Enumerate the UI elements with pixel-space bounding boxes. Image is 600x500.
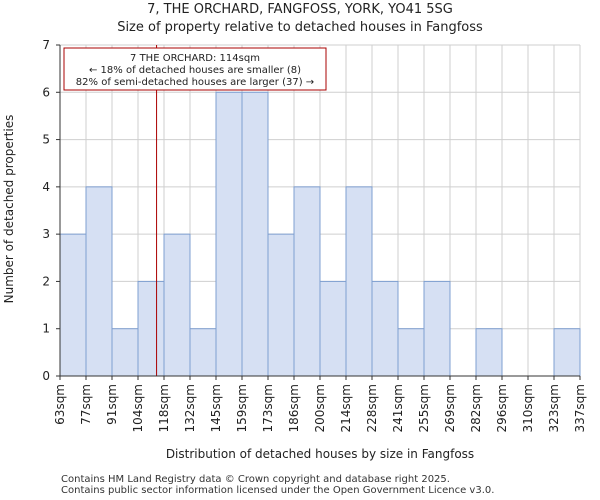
x-tick-label-310sqm: 310sqm (521, 384, 535, 432)
bar-132sqm (189, 328, 217, 377)
bar-282sqm (475, 328, 503, 377)
y-tick-label-5: 5 (42, 133, 50, 147)
x-tick-label-296sqm: 296sqm (495, 384, 509, 432)
x-tick-label-241sqm: 241sqm (391, 384, 405, 432)
axes: 0 1 2 3 4 5 6 7 63sqm 77sqm 91sqm 104sqm 118sqm 132sq… (42, 38, 587, 432)
x-tick-label-63sqm: 63sqm (53, 384, 67, 425)
annotation-box: 7 THE ORCHARD: 114sqm ← 18% of detached … (63, 47, 327, 91)
bar-63sqm (59, 233, 87, 377)
y-tick-label-7: 7 (42, 38, 50, 52)
y-tick-label-6: 6 (42, 85, 50, 99)
chart-title: 7, THE ORCHARD, FANGFOSS, YORK, YO41 5SG (147, 2, 453, 17)
x-tick-label-118sqm: 118sqm (157, 384, 171, 432)
bar-173sqm (267, 233, 295, 377)
bar-159sqm (241, 91, 269, 377)
bar-104sqm (137, 280, 165, 377)
x-tick-label-323sqm: 323sqm (547, 384, 561, 432)
x-tick-label-77sqm: 77sqm (79, 384, 93, 425)
bar-200sqm (319, 280, 347, 377)
x-tick-label-91sqm: 91sqm (105, 384, 119, 425)
bar-214sqm (345, 186, 373, 377)
y-tick-label-1: 1 (42, 322, 50, 336)
y-tick-label-3: 3 (42, 227, 50, 241)
x-tick-label-132sqm: 132sqm (183, 384, 197, 432)
bar-241sqm (397, 328, 425, 377)
x-tick-label-337sqm: 337sqm (573, 384, 587, 432)
annotation-border (63, 47, 327, 91)
bar-255sqm (423, 280, 451, 377)
bar-186sqm (293, 186, 321, 377)
annotation-line-2: ← 18% of detached houses are smaller (8) (89, 65, 301, 76)
x-tick-label-228sqm: 228sqm (365, 384, 379, 432)
x-tick-label-104sqm: 104sqm (131, 384, 145, 432)
x-tick-label-282sqm: 282sqm (469, 384, 483, 432)
bar-91sqm (111, 328, 139, 377)
x-tick-label-145sqm: 145sqm (209, 384, 223, 432)
x-tick-label-186sqm: 186sqm (287, 384, 301, 432)
x-tick-label-200sqm: 200sqm (313, 384, 327, 432)
y-axis-label: Number of detached properties (2, 115, 16, 304)
footer-licence: Contains public sector information licen… (61, 485, 495, 496)
x-tick-label-159sqm: 159sqm (235, 384, 249, 432)
y-tick-label-2: 2 (42, 274, 50, 288)
x-tick-label-214sqm: 214sqm (339, 384, 353, 432)
y-tick-label-4: 4 (42, 180, 50, 194)
annotation-line-1: 7 THE ORCHARD: 114sqm (130, 53, 260, 64)
bar-228sqm (371, 280, 399, 377)
x-tick-label-269sqm: 269sqm (443, 384, 457, 432)
bar-77sqm (85, 186, 113, 377)
footer-attribution: Contains HM Land Registry data © Crown c… (61, 474, 450, 485)
x-tick-label-173sqm: 173sqm (261, 384, 275, 432)
bar-323sqm (553, 328, 581, 377)
annotation-line-3: 82% of semi-detached houses are larger (… (76, 77, 314, 88)
bars (59, 91, 581, 377)
x-axis-label: Distribution of detached houses by size … (166, 447, 474, 461)
bar-118sqm (163, 233, 191, 377)
y-tick-label-0: 0 (42, 369, 50, 383)
bar-145sqm (215, 91, 243, 377)
chart-subtitle: Size of property relative to detached ho… (117, 20, 483, 35)
x-tick-label-255sqm: 255sqm (417, 384, 431, 432)
